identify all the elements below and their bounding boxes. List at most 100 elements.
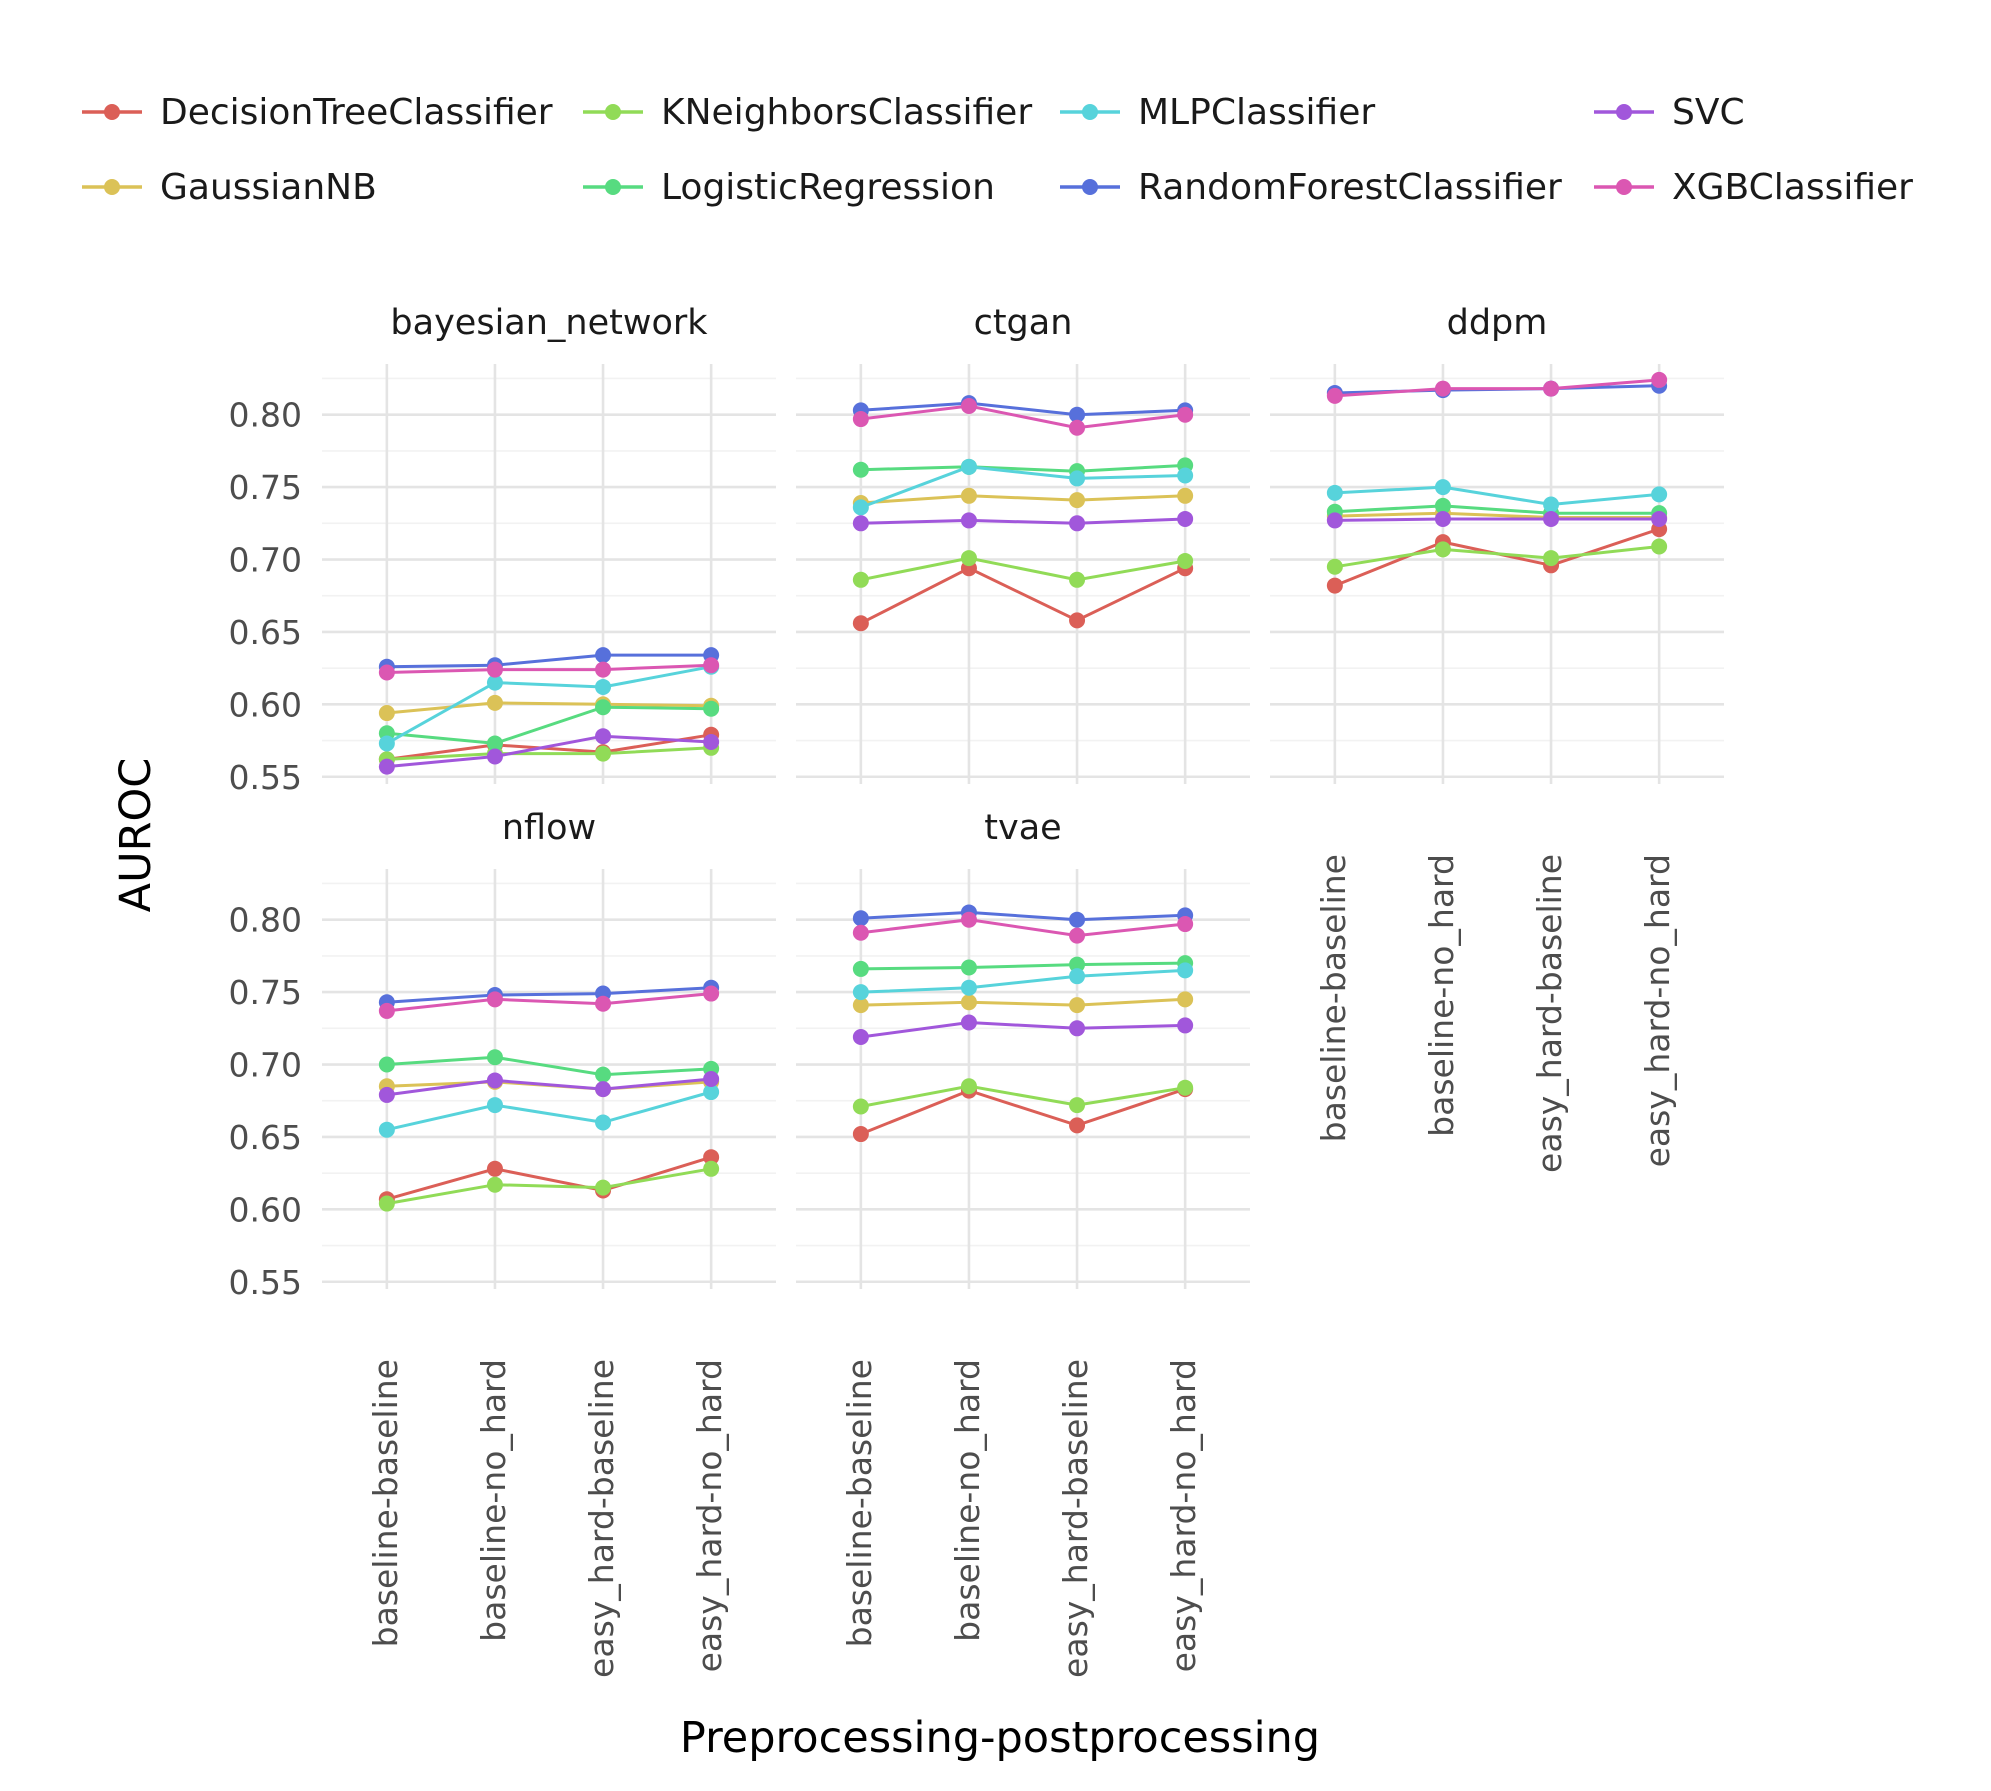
legend-key-marker	[605, 104, 621, 120]
data-point	[595, 728, 612, 745]
series-line	[386, 701, 712, 715]
facet-panels: bayesian_network ctgan ddpm nflow tvae	[322, 303, 1724, 1289]
series-decisiontreeclassifier	[378, 1149, 720, 1208]
panel-title: tvae	[984, 808, 1061, 848]
data-point	[378, 735, 395, 752]
series-decisiontreeclassifier	[852, 1081, 1194, 1143]
series-svc	[378, 728, 720, 775]
x-tick-label: baseline-baseline	[1314, 854, 1353, 1142]
panel-nflow: nflow	[322, 808, 776, 1289]
data-point	[486, 991, 503, 1008]
series-kneighborsclassifier	[852, 1078, 1194, 1115]
series-line	[860, 404, 1186, 430]
legend-key-marker	[1082, 104, 1098, 120]
data-point	[852, 1126, 869, 1143]
data-point	[1069, 997, 1086, 1014]
series-xgbclassifier	[1326, 371, 1668, 404]
legend-item-svc: SVC	[1594, 92, 1745, 133]
series-line	[860, 997, 1186, 1007]
y-tick-label: 0.60	[229, 1190, 302, 1229]
series-line	[1334, 517, 1660, 522]
panel-title: nflow	[502, 808, 596, 848]
series-line	[386, 653, 712, 669]
legend-label: RandomForestClassifier	[1138, 167, 1562, 208]
series-svc	[852, 1014, 1194, 1045]
series-randomforestclassifier	[852, 904, 1194, 928]
legend-key-marker	[104, 179, 120, 195]
legend-label: LogisticRegression	[661, 167, 995, 208]
series-line	[386, 746, 712, 761]
data-point	[1434, 479, 1451, 496]
data-point	[378, 1195, 395, 1212]
series-line	[386, 992, 712, 1013]
x-tick-label: easy_hard-baseline	[582, 1359, 621, 1678]
data-point	[486, 748, 503, 765]
data-point	[960, 550, 977, 567]
data-point	[852, 984, 869, 1001]
data-point	[1177, 962, 1194, 979]
data-point	[1177, 1017, 1194, 1034]
data-point	[595, 661, 612, 678]
data-point	[1434, 497, 1451, 514]
data-point	[378, 664, 395, 681]
data-point	[1543, 510, 1560, 527]
data-point	[1177, 406, 1194, 423]
y-axis-tick-labels: 0.55 0.60 0.65 0.70 0.75 0.80 0.55 0.60 0.65 0.70…	[229, 396, 302, 1302]
data-point	[960, 458, 977, 475]
legend: DecisionTreeClassifier GaussianNB KNeighbo…	[82, 92, 1913, 208]
series-line	[860, 1020, 1186, 1039]
data-point	[595, 745, 612, 762]
data-point	[852, 499, 869, 516]
x-tick-label: easy_hard-no_hard	[690, 1359, 729, 1672]
data-point	[960, 398, 977, 414]
data-point	[960, 487, 977, 504]
panel-tvae: tvae	[796, 808, 1250, 1289]
legend-label: MLPClassifier	[1138, 92, 1375, 133]
series-line	[386, 986, 712, 1004]
series-line	[1334, 504, 1660, 515]
data-point	[1177, 991, 1194, 1008]
series-line	[860, 465, 1186, 509]
series-mlpclassifier	[1326, 479, 1668, 513]
data-point	[595, 995, 612, 1012]
data-point	[703, 1160, 720, 1177]
data-point	[852, 1098, 869, 1115]
data-point	[378, 705, 395, 722]
series-line	[860, 910, 1186, 922]
data-point	[960, 911, 977, 928]
data-point	[378, 1121, 395, 1138]
data-point	[1069, 612, 1086, 629]
data-point	[486, 661, 503, 678]
data-point	[595, 1179, 612, 1196]
series-line	[1334, 485, 1660, 507]
x-tick-label: easy_hard-no_hard	[1164, 1359, 1203, 1672]
y-tick-label: 0.70	[229, 541, 302, 580]
series-line	[860, 494, 1186, 505]
data-point	[1069, 1020, 1086, 1037]
data-point	[1434, 541, 1451, 558]
data-point	[1069, 927, 1086, 944]
series-line	[386, 1077, 712, 1097]
panel-bayesian-network: bayesian_network	[322, 303, 776, 784]
series-line	[860, 517, 1186, 525]
data-point	[1069, 956, 1086, 973]
series-kneighborsclassifier	[852, 550, 1194, 588]
data-point	[1326, 558, 1343, 575]
data-point	[852, 910, 869, 927]
series-line	[860, 556, 1186, 582]
series-xgbclassifier	[378, 985, 720, 1019]
legend-item-kneighborsclassifier: KNeighborsClassifier	[583, 92, 1032, 133]
x-tick-label: baseline-no_hard	[948, 1359, 987, 1642]
series-line	[860, 1087, 1186, 1136]
panel-ctgan: ctgan	[796, 303, 1250, 784]
data-point	[595, 647, 612, 664]
data-point	[1326, 484, 1343, 501]
y-tick-label: 0.55	[229, 1263, 302, 1302]
data-point	[1177, 487, 1194, 504]
legend-label: DecisionTreeClassifier	[160, 92, 553, 133]
data-point	[852, 615, 869, 632]
panel-title: ctgan	[974, 303, 1073, 343]
data-point	[1069, 419, 1086, 436]
data-point	[703, 657, 720, 674]
